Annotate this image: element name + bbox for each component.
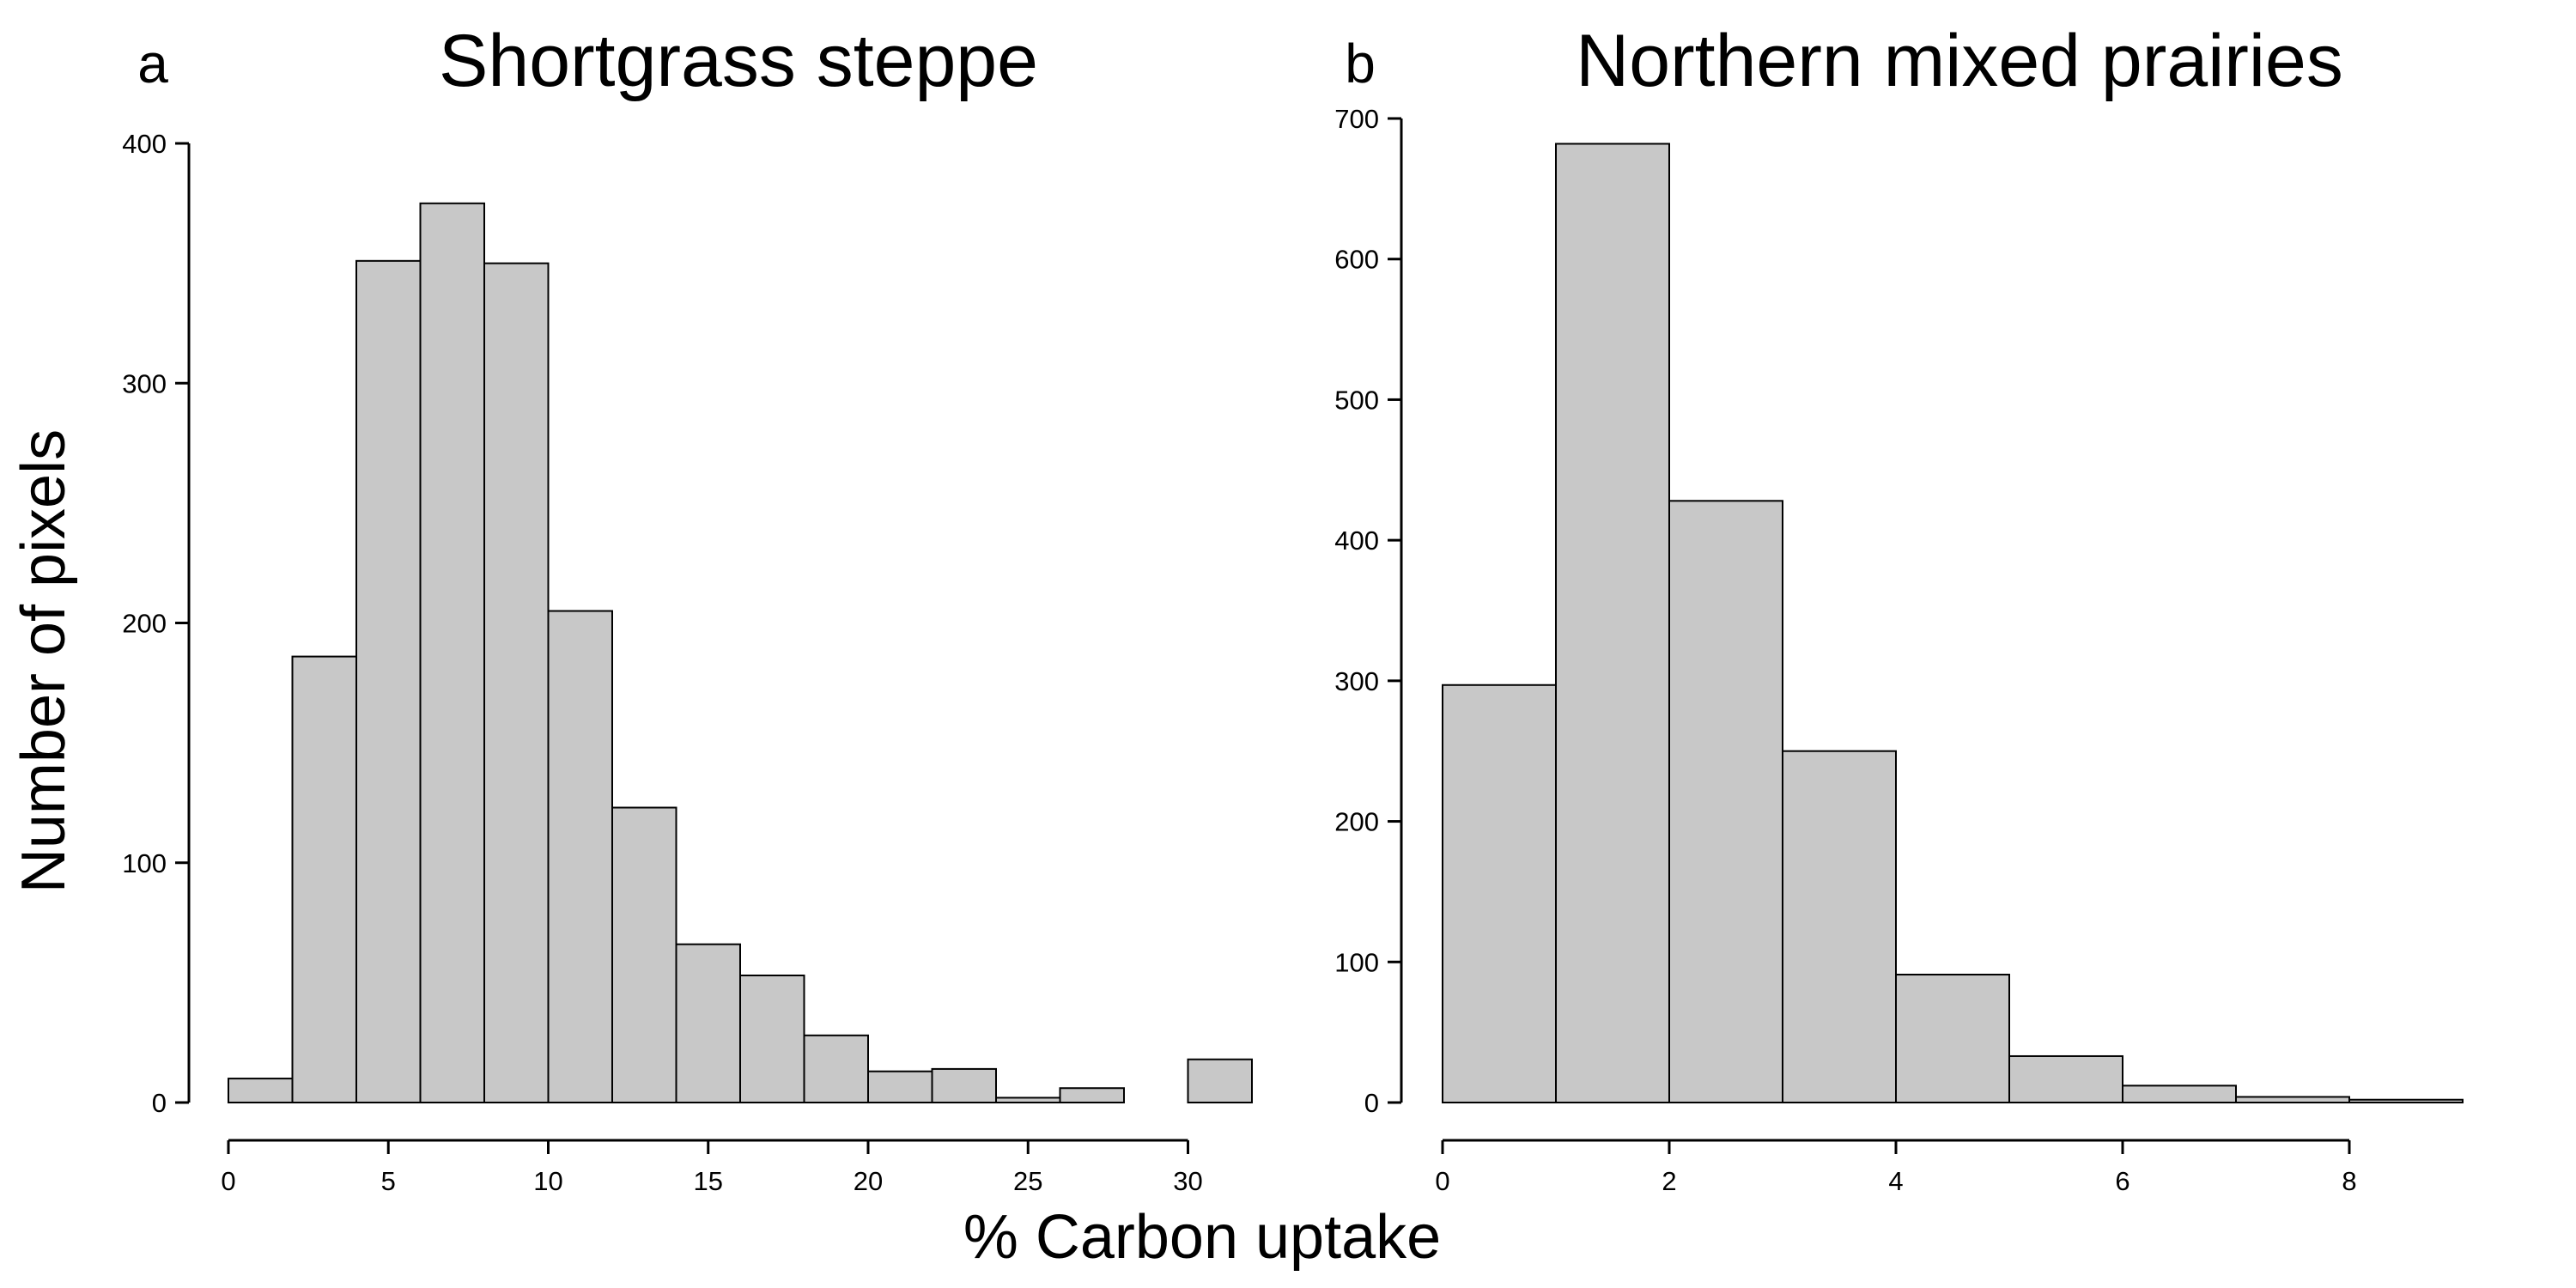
y-tick-label-a: 400 <box>122 129 167 159</box>
x-tick-label-a: 30 <box>1173 1166 1202 1196</box>
panel-letter-b: b <box>1345 33 1376 94</box>
bar-a-4 <box>483 262 550 1103</box>
bar-b-8 <box>2348 1098 2464 1103</box>
x-tick-label-a: 20 <box>854 1166 883 1196</box>
bar-a-5 <box>547 610 613 1103</box>
bar-b-6 <box>2122 1084 2237 1103</box>
x-tick-label-a: 0 <box>221 1166 235 1196</box>
y-tick-label-b: 100 <box>1334 947 1379 977</box>
x-tick-label-a: 15 <box>694 1166 723 1196</box>
bar-b-3 <box>1782 750 1897 1103</box>
y-tick-label-a: 200 <box>122 609 167 639</box>
panel-b: b Northern mixed prairies 0 100 200 300 400 5… <box>1334 20 2464 1196</box>
bar-a-3 <box>419 202 485 1103</box>
bar-b-1 <box>1555 143 1670 1103</box>
bar-a-0 <box>228 1078 294 1103</box>
x-tick-label-a: 25 <box>1013 1166 1042 1196</box>
panel-title-b: Northern mixed prairies <box>1576 20 2343 102</box>
y-tick-label-b: 200 <box>1334 807 1379 837</box>
y-axis-title: Number of pixels <box>9 429 78 893</box>
y-tick-label-b: 700 <box>1334 104 1379 134</box>
x-axis-title: % Carbon uptake <box>963 1203 1441 1272</box>
bar-b-4 <box>1895 974 2010 1104</box>
panel-a: a Shortgrass steppe 0 100 200 300 400 0 5 10 15… <box>122 20 1253 1196</box>
y-axis-b: 0 100 200 300 400 500 600 700 <box>1334 104 1403 1118</box>
bars-a <box>228 202 1253 1104</box>
y-tick-label-b: 300 <box>1334 666 1379 696</box>
bar-a-9 <box>803 1034 869 1104</box>
y-axis-a: 0 100 200 300 400 <box>122 129 191 1118</box>
panel-title-a: Shortgrass steppe <box>439 20 1038 102</box>
bar-a-6 <box>611 806 677 1104</box>
y-tick-label-a: 100 <box>122 848 167 878</box>
y-tick-label-b: 400 <box>1334 526 1379 556</box>
bar-a-10 <box>867 1070 933 1104</box>
bar-b-2 <box>1668 500 1783 1103</box>
x-tick-label-b: 2 <box>1662 1166 1676 1196</box>
y-tick-label-a: 300 <box>122 368 167 398</box>
bar-a-2 <box>355 259 422 1103</box>
bar-a-8 <box>739 974 805 1104</box>
bars-b <box>1442 143 2464 1104</box>
x-tick-label-b: 6 <box>2115 1166 2129 1196</box>
y-tick-label-b: 0 <box>1364 1088 1379 1118</box>
bar-a-15 <box>1187 1058 1253 1103</box>
x-tick-label-a: 5 <box>381 1166 396 1196</box>
x-tick-label-a: 10 <box>533 1166 562 1196</box>
x-tick-label-b: 8 <box>2342 1166 2356 1196</box>
bar-b-0 <box>1442 683 1557 1103</box>
y-tick-label-b: 500 <box>1334 385 1379 415</box>
x-axis-b: 0 2 4 6 8 <box>1435 1139 2357 1196</box>
bar-a-13 <box>1059 1087 1125 1103</box>
bar-b-5 <box>2008 1054 2123 1103</box>
bar-b-7 <box>2235 1096 2350 1103</box>
x-tick-label-b: 0 <box>1435 1166 1449 1196</box>
y-tick-label-a: 0 <box>152 1088 167 1118</box>
bar-a-1 <box>291 655 357 1103</box>
bar-a-7 <box>675 943 741 1103</box>
x-tick-label-b: 4 <box>1888 1166 1903 1196</box>
bar-a-11 <box>931 1067 997 1104</box>
bar-a-12 <box>995 1097 1061 1104</box>
panel-letter-a: a <box>137 33 168 94</box>
y-tick-label-b: 600 <box>1334 245 1379 275</box>
x-axis-a: 0 5 10 15 20 25 30 <box>221 1139 1203 1196</box>
